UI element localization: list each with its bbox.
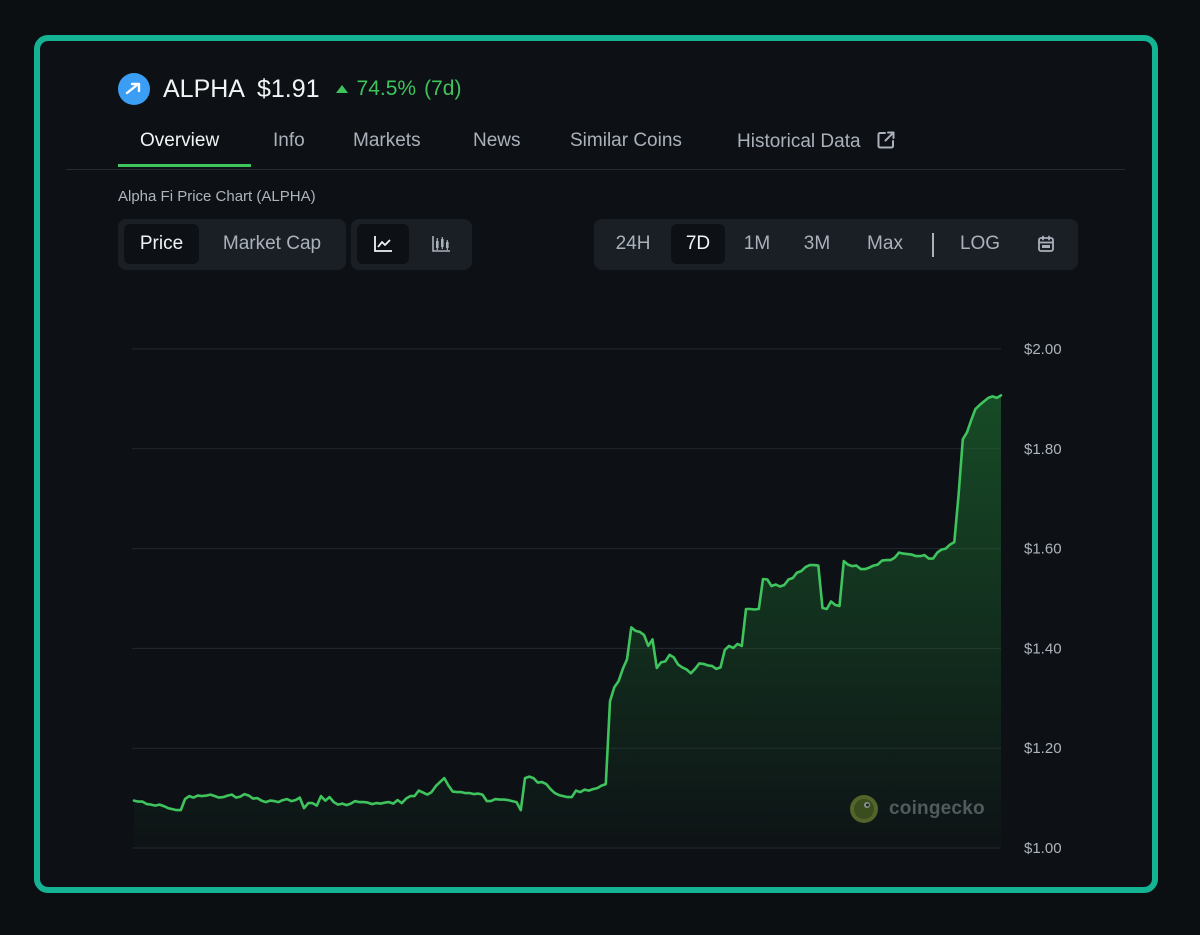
range-1m-button[interactable]: 1M <box>743 233 771 254</box>
chart-type-toggle <box>351 219 472 270</box>
coin-symbol: ALPHA <box>163 74 245 103</box>
y-tick-label: $1.20 <box>1024 740 1062 757</box>
price-change: 74.5% (7d) <box>335 77 462 101</box>
price-area <box>134 395 1001 848</box>
tab-markets[interactable]: Markets <box>353 130 421 151</box>
tab-historical-data[interactable]: Historical Data <box>737 130 896 169</box>
tab-similar-coins[interactable]: Similar Coins <box>570 130 682 151</box>
y-tick-label: $1.00 <box>1024 840 1062 857</box>
tab-news[interactable]: News <box>473 130 521 151</box>
coin-price: $1.91 <box>256 74 320 103</box>
y-tick-label: $2.00 <box>1024 341 1062 358</box>
y-tick-label: $1.80 <box>1024 441 1062 458</box>
range-3m-button[interactable]: 3M <box>803 233 831 254</box>
price-line <box>132 394 1003 812</box>
line-chart-icon[interactable] <box>357 224 409 264</box>
range-24h-button[interactable]: 24H <box>615 233 651 254</box>
log-scale-button[interactable]: LOG <box>959 233 1001 254</box>
tab-historical-data-label: Historical Data <box>737 131 861 152</box>
tab-bar: Overview Info Markets News Similar Coins… <box>66 120 1125 170</box>
y-tick-label: $1.40 <box>1024 640 1062 657</box>
metric-toggle: Price Market Cap <box>118 219 346 270</box>
range-divider <box>932 233 934 257</box>
alpha-arrow-icon <box>118 73 150 105</box>
external-link-icon <box>876 130 896 156</box>
price-button[interactable]: Price <box>124 224 199 264</box>
coingecko-watermark: coingecko <box>849 794 985 824</box>
y-axis-labels: $2.00 $1.80 $1.60 $1.40 $1.20 $1.00 <box>1024 341 1062 857</box>
price-change-period: (7d) <box>424 77 462 100</box>
coingecko-logo-icon <box>850 795 878 823</box>
caret-up-icon <box>335 85 348 93</box>
tab-info[interactable]: Info <box>273 130 305 151</box>
market-cap-button[interactable]: Market Cap <box>222 233 322 254</box>
active-tab-indicator <box>118 164 251 167</box>
coin-header: ALPHA $1.91 74.5% (7d) <box>118 72 461 106</box>
watermark-text: coingecko <box>889 798 985 819</box>
chart-title: Alpha Fi Price Chart (ALPHA) <box>118 188 316 205</box>
range-max-button[interactable]: Max <box>867 233 903 254</box>
range-7d-button[interactable]: 7D <box>671 224 725 264</box>
y-tick-label: $1.60 <box>1024 541 1062 558</box>
calendar-icon[interactable] <box>1026 224 1066 264</box>
candlestick-chart-icon[interactable] <box>415 224 467 264</box>
price-change-percent: 74.5% <box>356 77 417 100</box>
time-range-toggle: 24H 7D 1M 3M Max LOG <box>594 219 1078 270</box>
tab-overview[interactable]: Overview <box>140 130 220 151</box>
